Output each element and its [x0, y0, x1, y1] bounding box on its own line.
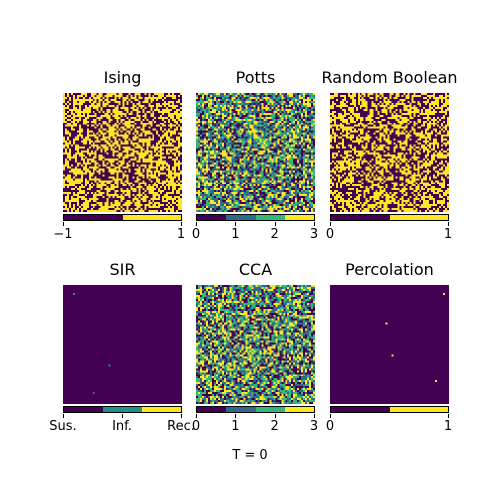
- colorbar: [196, 214, 315, 221]
- colorbar-tick-mark: [448, 414, 449, 418]
- panel-title: SIR: [109, 260, 136, 279]
- colorbar: [330, 214, 449, 221]
- colorbar-tick-mark: [235, 414, 237, 418]
- colorbar-segment: [122, 215, 181, 220]
- colorbar-segment: [226, 407, 256, 412]
- colorbar-segment: [284, 215, 314, 220]
- colorbar-segment: [331, 407, 390, 412]
- colorbar-tick-mark: [122, 414, 123, 418]
- colorbar-segment: [284, 407, 314, 412]
- colorbar-segment: [103, 407, 142, 412]
- colorbar-tick-label: Inf.: [112, 419, 132, 434]
- colorbar-tick-label: 1: [443, 419, 453, 434]
- panel-title: Percolation: [345, 260, 434, 279]
- panel-title: Potts: [235, 68, 276, 87]
- colorbar-tick-label: 0: [325, 227, 335, 242]
- panel-title: Random Boolean: [321, 68, 458, 87]
- colorbar-tick-mark: [63, 222, 64, 226]
- colorbar-tick-label: 1: [443, 227, 453, 242]
- panel-title: Ising: [103, 68, 142, 87]
- colorbar-tick-label: Sus.: [49, 419, 77, 434]
- colorbar-tick-mark: [274, 222, 276, 226]
- colorbar-tick-label: 1: [231, 419, 240, 434]
- colorbar-tick-mark: [196, 414, 197, 418]
- colorbar-segment: [64, 215, 123, 220]
- heatmap-grid: [330, 93, 449, 212]
- colorbar: [63, 214, 182, 221]
- colorbar-segment: [64, 407, 103, 412]
- colorbar-segment: [142, 407, 181, 412]
- heatmap-grid: [63, 93, 182, 212]
- colorbar-tick-label: 2: [270, 419, 279, 434]
- colorbar-segment: [331, 215, 390, 220]
- colorbar-tick-mark: [181, 414, 182, 418]
- colorbar-tick-mark: [63, 414, 64, 418]
- colorbar-tick-label: 1: [231, 227, 240, 242]
- colorbar: [196, 406, 315, 413]
- panel-title: CCA: [238, 260, 273, 279]
- heatmap-grid: [196, 285, 315, 404]
- colorbar-segment: [255, 215, 285, 220]
- colorbar-tick-mark: [196, 222, 197, 226]
- colorbar-segment: [197, 407, 227, 412]
- colorbar-segment: [255, 407, 285, 412]
- colorbar-tick-mark: [314, 414, 315, 418]
- colorbar-tick-mark: [274, 414, 276, 418]
- heatmap-grid: [196, 93, 315, 212]
- colorbar-segment: [389, 407, 448, 412]
- heatmap-grid: [63, 285, 182, 404]
- time-label: T = 0: [232, 448, 268, 463]
- colorbar-tick-mark: [330, 222, 331, 226]
- colorbar-segment: [226, 215, 256, 220]
- colorbar-tick-label: −1: [53, 227, 73, 242]
- colorbar: [330, 406, 449, 413]
- colorbar-tick-mark: [181, 222, 182, 226]
- colorbar-tick-mark: [235, 222, 237, 226]
- colorbar: [63, 406, 182, 413]
- heatmap-grid: [330, 285, 449, 404]
- colorbar-tick-mark: [448, 222, 449, 226]
- colorbar-tick-mark: [314, 222, 315, 226]
- colorbar-segment: [197, 215, 227, 220]
- colorbar-tick-label: 0: [325, 419, 335, 434]
- colorbar-tick-label: 3: [309, 227, 319, 242]
- colorbar-tick-label: 0: [191, 227, 201, 242]
- colorbar-tick-label: 3: [309, 419, 319, 434]
- colorbar-tick-mark: [330, 414, 331, 418]
- colorbar-tick-label: 1: [176, 227, 186, 242]
- colorbar-tick-label: Rec.: [167, 419, 195, 434]
- colorbar-segment: [389, 215, 448, 220]
- colorbar-tick-label: 0: [191, 419, 201, 434]
- colorbar-tick-label: 2: [270, 227, 279, 242]
